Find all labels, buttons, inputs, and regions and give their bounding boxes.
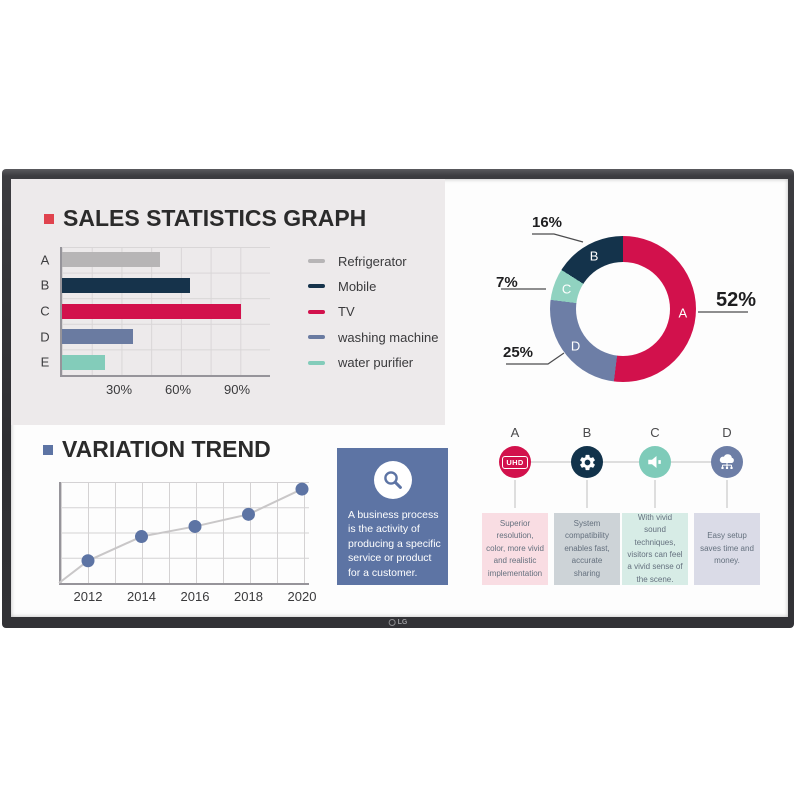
process-stub-line [586,480,588,508]
bar-category-label: D [40,329,50,345]
process-step-circle-b [571,446,603,478]
legend-item: TV [308,304,355,320]
legend-item: Refrigerator [308,253,407,269]
x-tick-label: 30% [105,382,133,397]
cloud-network-icon [719,454,734,469]
process-step-box: Easy setup saves time and money. [694,513,760,585]
bar-category-label: E [40,354,50,370]
donut-percent-label: 25% [503,344,534,361]
trend-data-point [135,530,148,544]
x-tick-label: 90% [223,382,251,397]
trend-line [58,488,303,584]
business-process-text: A business process is the activity of pr… [348,509,441,579]
speaker-icon [648,456,661,468]
legend-swatch-icon [308,335,325,340]
bar-B [62,277,190,293]
trend-x-tick-label: 2018 [234,589,263,604]
donut-segment-label: C [561,281,572,297]
trend-line-chart [58,482,309,584]
process-step-box: With vivid sound techniques, visitors ca… [622,513,688,585]
bar-A [62,252,161,268]
donut-segment-label: D [570,338,581,354]
trend-data-point [188,519,202,533]
trend-x-tick-label: 2020 [287,589,317,604]
donut-percent-label: 52% [716,289,757,311]
x-tick-label: 60% [164,382,192,397]
donut-segment-label: B [589,248,599,264]
legend-label: Refrigerator [338,253,407,269]
trend-x-tick-label: 2014 [127,589,156,604]
lg-logo-text: LG [397,619,408,626]
process-step-letter: C [650,425,660,440]
legend-label: TV [338,304,355,320]
donut-callout-line [532,233,584,243]
uhd-badge-icon: UHD [502,455,528,469]
process-step-box: System compatibility enables fast, accur… [554,513,620,585]
red-square-bullet-icon [44,213,54,224]
donut-percent-label: 16% [532,214,563,231]
bar-E [62,354,106,370]
donut-segment-label: A [678,305,688,321]
trend-section-title: VARIATION TREND [43,436,271,463]
legend-item: washing machine [308,329,438,345]
donut-percent-label: 7% [496,274,518,291]
gear-icon [579,454,595,470]
blue-square-bullet-icon [43,444,53,455]
process-step-letter: A [510,425,520,440]
process-step-circle-d [711,446,743,478]
lg-logo: LG [388,618,408,627]
legend-swatch-icon [308,309,325,314]
bar-C [62,303,241,319]
legend-label: washing machine [338,329,439,345]
bar-category-label: B [40,277,50,293]
lg-logo-circle-icon [388,619,396,626]
process-step-letter: D [722,425,732,440]
process-stub-line [654,480,656,508]
process-step-box: Superior resolution, color, more vivid a… [482,513,548,585]
process-connector-line [515,461,727,463]
legend-swatch-icon [308,360,325,365]
sales-title-text: SALES STATISTICS GRAPH [63,205,367,231]
bar-category-label: A [40,252,50,268]
magnifier-glyph [383,471,402,489]
trend-line-chart-grid [59,482,309,585]
magnifier-icon [373,461,412,499]
legend-label: water purifier [338,355,414,371]
sales-bar-chart [60,247,270,377]
business-process-card: A business process is the activity of pr… [337,448,448,585]
sales-section-title: SALES STATISTICS GRAPH [44,205,366,232]
legend-swatch-icon [308,284,325,289]
legend-item: Mobile [308,278,376,294]
trend-data-point [242,507,255,521]
trend-x-tick-label: 2012 [73,589,103,604]
trend-x-tick-label: 2016 [180,589,210,604]
process-stub-line [726,480,728,508]
process-step-letter: B [582,425,592,440]
legend-item: water purifier [308,355,413,371]
trend-data-point [295,482,309,496]
process-stub-line [514,480,516,508]
legend-label: Mobile [338,278,377,294]
trend-title-text: VARIATION TREND [62,436,271,462]
bar-category-label: C [40,303,50,319]
donut-hole [576,262,670,356]
trend-data-point [81,554,95,568]
bar-D [62,329,133,345]
process-step-circle-a: UHD [499,446,531,478]
process-step-circle-c [639,446,671,478]
legend-swatch-icon [308,259,325,263]
